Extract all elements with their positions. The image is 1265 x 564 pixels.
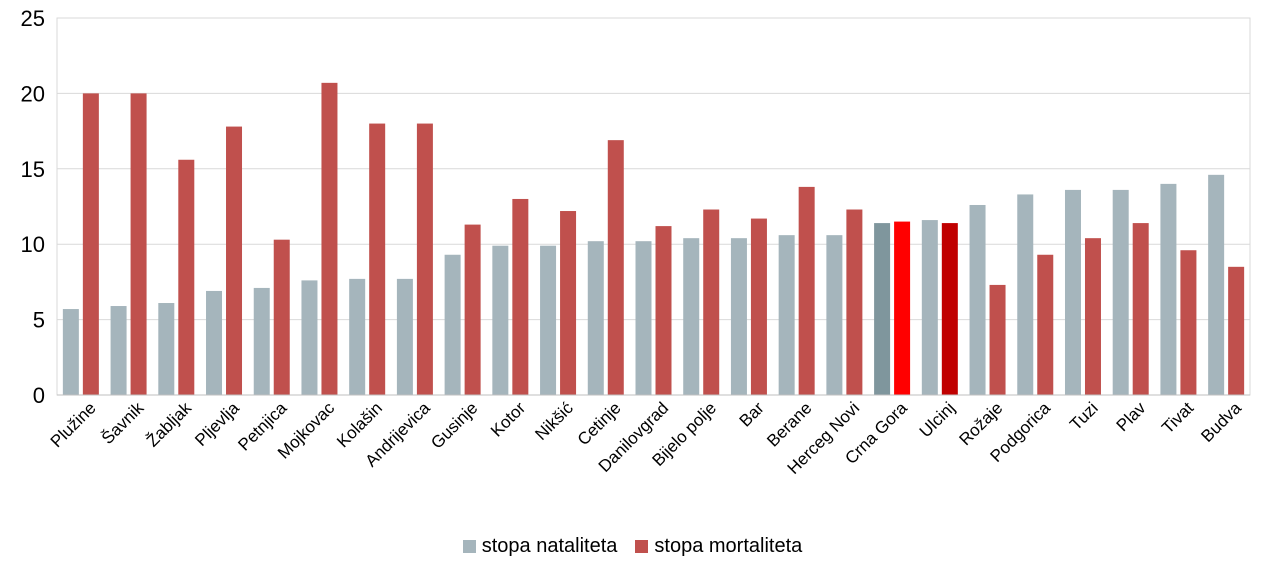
x-tick-label: Tivat	[1158, 398, 1197, 437]
bar-natalitet	[1160, 183, 1177, 395]
x-tick-label: Žabljak	[143, 398, 196, 451]
bar-natalitet	[158, 303, 175, 395]
x-tick-label: Plav	[1113, 398, 1150, 435]
bar-mortalitet	[989, 284, 1006, 395]
bar-mortalitet	[273, 239, 290, 395]
bar-mortalitet	[846, 209, 863, 395]
y-tick-label: 0	[33, 383, 45, 408]
bar-mortalitet	[1228, 266, 1245, 395]
bar-mortalitet	[1132, 223, 1149, 395]
bar-mortalitet	[82, 93, 99, 396]
bar-natalitet	[492, 245, 509, 395]
bar-natalitet	[1064, 189, 1081, 395]
bar-mortalitet	[941, 223, 958, 395]
bar-mortalitet	[1180, 250, 1197, 395]
x-tick-label: Šavnik	[98, 398, 148, 448]
x-tick-label: Kotor	[487, 398, 529, 440]
bar-natalitet	[969, 204, 986, 395]
x-tick-label: Gusinje	[427, 398, 481, 452]
bar-natalitet	[683, 238, 700, 395]
bar-mortalitet	[798, 186, 815, 395]
bar-natalitet	[778, 235, 795, 395]
bar-natalitet	[540, 245, 557, 395]
bar-mortalitet	[226, 126, 243, 396]
x-tick-label: Ulcinj	[916, 398, 959, 441]
y-tick-label: 20	[21, 81, 45, 106]
bar-mortalitet	[130, 93, 147, 396]
y-tick-label: 15	[21, 157, 45, 182]
bar-mortalitet	[321, 82, 338, 396]
x-tick-label: Nikšić	[531, 398, 577, 444]
bar-natalitet	[253, 287, 270, 395]
bar-natalitet	[1208, 174, 1225, 395]
bar-mortalitet	[1084, 238, 1101, 395]
x-tick-label: Plužine	[47, 398, 100, 451]
bar-mortalitet	[655, 226, 672, 395]
bar-natalitet	[921, 220, 938, 395]
bar-natalitet	[635, 241, 652, 395]
bar-natalitet	[301, 280, 318, 395]
y-tick-label: 5	[33, 308, 45, 333]
bar-natalitet	[396, 278, 413, 395]
legend-label-natalitet: stopa nataliteta	[481, 535, 618, 557]
bar-natalitet	[874, 223, 891, 395]
bar-natalitet	[62, 309, 79, 395]
x-tick-label: Budva	[1197, 398, 1245, 446]
x-tick-label: Bar	[736, 398, 768, 430]
bar-natalitet	[206, 290, 223, 395]
bar-natalitet	[444, 254, 461, 395]
bar-mortalitet	[369, 123, 386, 395]
y-tick-label: 10	[21, 232, 45, 257]
bar-mortalitet	[703, 209, 720, 395]
bar-mortalitet	[464, 224, 481, 395]
bar-natalitet	[730, 238, 747, 395]
bar-mortalitet	[512, 198, 529, 395]
bar-mortalitet	[416, 123, 433, 395]
bar-natalitet	[826, 235, 843, 395]
bar-mortalitet	[894, 221, 911, 395]
bar-mortalitet	[560, 211, 577, 395]
bar-natalitet	[1112, 189, 1129, 395]
legend-item-mortalitet: stopa mortaliteta	[635, 535, 802, 558]
x-tick-label: Tuzi	[1066, 398, 1102, 434]
bar-natalitet	[587, 241, 604, 395]
y-tick-label: 25	[21, 6, 45, 31]
bar-natalitet	[110, 306, 127, 395]
legend-swatch-mortalitet	[635, 540, 649, 553]
bar-mortalitet	[1037, 254, 1054, 395]
bar-chart: 0510152025PlužineŠavnikŽabljakPljevljaPe…	[21, 6, 1251, 478]
legend-swatch-natalitet	[462, 540, 476, 553]
legend: stopa nataliteta stopa mortaliteta	[0, 535, 1265, 558]
legend-label-mortalitet: stopa mortaliteta	[654, 535, 803, 557]
bar-natalitet	[1017, 194, 1034, 395]
bar-mortalitet	[607, 140, 624, 395]
bar-mortalitet	[750, 218, 767, 395]
bar-natalitet	[349, 278, 366, 395]
legend-item-natalitet: stopa nataliteta	[462, 535, 618, 558]
bar-mortalitet	[178, 159, 195, 395]
